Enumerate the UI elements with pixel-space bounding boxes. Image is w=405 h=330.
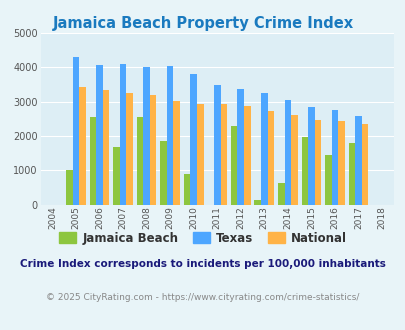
Bar [66,170,72,205]
Bar [166,66,173,205]
Bar [183,174,190,205]
Bar [331,110,337,205]
Bar [243,106,250,205]
Bar [136,117,143,205]
Bar [213,85,220,205]
Bar [113,147,119,205]
Bar [337,120,344,205]
Bar [361,124,367,205]
Bar [354,116,361,205]
Bar [143,67,149,205]
Bar [102,90,109,205]
Bar [190,74,196,205]
Legend: Jamaica Beach, Texas, National: Jamaica Beach, Texas, National [54,227,351,249]
Bar [79,86,85,205]
Bar [149,95,156,205]
Bar [267,111,273,205]
Text: Crime Index corresponds to incidents per 100,000 inhabitants: Crime Index corresponds to incidents per… [20,259,385,269]
Bar [290,115,297,205]
Bar [96,65,102,205]
Bar [160,141,166,205]
Bar [314,120,320,205]
Text: Jamaica Beach Property Crime Index: Jamaica Beach Property Crime Index [52,16,353,31]
Text: © 2025 CityRating.com - https://www.cityrating.com/crime-statistics/: © 2025 CityRating.com - https://www.city… [46,292,359,302]
Bar [307,108,314,205]
Bar [119,64,126,205]
Bar [254,201,260,205]
Bar [284,100,290,205]
Bar [72,57,79,205]
Bar [260,93,267,205]
Bar [230,126,237,205]
Bar [277,183,284,205]
Bar [237,88,243,205]
Bar [220,104,226,205]
Bar [348,143,354,205]
Bar [324,155,331,205]
Bar [126,93,132,205]
Bar [173,101,179,205]
Bar [196,104,203,205]
Bar [301,137,307,205]
Bar [90,117,96,205]
